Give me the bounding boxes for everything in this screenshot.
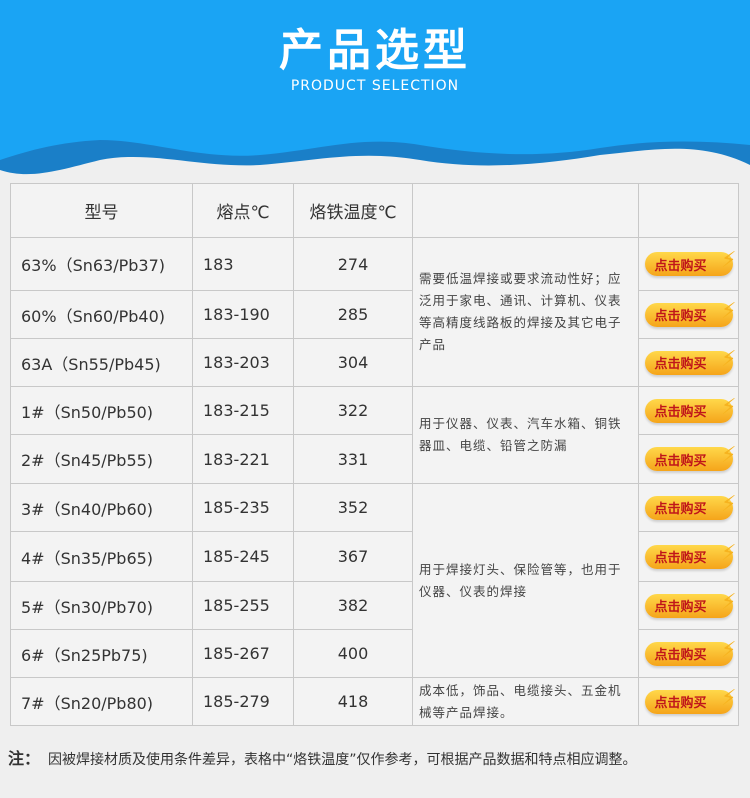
buy-label: 点击购买 bbox=[654, 405, 707, 420]
iron-temp-cell: 352 bbox=[293, 483, 413, 532]
buy-button[interactable]: 点击购买 ⚡ bbox=[644, 492, 737, 520]
model-cell: 7#（Sn20/Pb80) bbox=[10, 677, 193, 726]
iron-temp-cell: 382 bbox=[293, 581, 413, 630]
buy-button[interactable]: 点击购买 ⚡ bbox=[644, 299, 737, 327]
lightning-icon: ⚡ bbox=[721, 685, 737, 711]
buy-label: 点击购买 bbox=[654, 600, 707, 615]
buy-label: 点击购买 bbox=[654, 696, 707, 711]
lightning-icon: ⚡ bbox=[721, 589, 737, 615]
iron-temp-cell: 367 bbox=[293, 531, 413, 582]
buy-button[interactable]: 点击购买 ⚡ bbox=[644, 347, 737, 375]
note-label: 注： bbox=[8, 749, 41, 768]
model-cell: 63A（Sn55/Pb45) bbox=[10, 338, 193, 387]
melting-point-cell: 183 bbox=[192, 237, 294, 291]
table-row: 3#（Sn40/Pb60) 185-235 352 用于焊接灯头、保险管等，也用于… bbox=[10, 483, 739, 678]
model-cell: 63%（Sn63/Pb37) bbox=[10, 237, 193, 291]
buy-label: 点击购买 bbox=[654, 551, 707, 566]
melting-point-cell: 185-279 bbox=[192, 677, 294, 726]
buy-button[interactable]: 点击购买 ⚡ bbox=[644, 443, 737, 471]
lightning-icon: ⚡ bbox=[721, 346, 737, 372]
buy-label: 点击购买 bbox=[654, 502, 707, 517]
buy-button[interactable]: 点击购买 ⚡ bbox=[644, 686, 737, 714]
table-row: 2#（Sn45/Pb55) 183-221 331 点击购买 ⚡ bbox=[10, 434, 739, 484]
lightning-icon: ⚡ bbox=[721, 394, 737, 420]
table-row: 4#（Sn35/Pb65) 185-245 367 点击购买 ⚡ bbox=[10, 531, 739, 582]
usage-cell: 成本低，饰品、电缆接头、五金机械等产品焊接。 bbox=[412, 677, 639, 726]
model-cell: 2#（Sn45/Pb55) bbox=[10, 434, 193, 484]
lightning-icon: ⚡ bbox=[721, 491, 737, 517]
table-row: 60%（Sn60/Pb40) 183-190 285 点击购买 ⚡ bbox=[10, 290, 739, 339]
melting-point-cell: 185-235 bbox=[192, 483, 294, 532]
footnote: 注： 因被焊接材质及使用条件差异，表格中“烙铁温度”仅作参考，可根据产品数据和特点… bbox=[8, 745, 637, 769]
buy-label: 点击购买 bbox=[654, 453, 707, 469]
buy-button[interactable]: 点击购买 ⚡ bbox=[644, 590, 737, 618]
usage-cell: 用于焊接灯头、保险管等，也用于仪器、仪表的焊接 bbox=[412, 483, 639, 678]
iron-temp-cell: 400 bbox=[293, 629, 413, 678]
buy-label: 点击购买 bbox=[654, 357, 707, 372]
buy-button[interactable]: 点击购买 ⚡ bbox=[644, 541, 737, 569]
usage-cell: 用于仪器、仪表、汽车水箱、铜铁器皿、电缆、铅管之防漏 bbox=[412, 386, 639, 484]
buy-button[interactable]: 点击购买 ⚡ bbox=[644, 638, 737, 666]
buy-label: 点击购买 bbox=[654, 648, 707, 663]
header-buy bbox=[638, 183, 739, 238]
table-row: 5#（Sn30/Pb70) 185-255 382 点击购买 ⚡ bbox=[10, 581, 739, 630]
table-row: 6#（Sn25Pb75) 185-267 400 点击购买 ⚡ bbox=[10, 629, 739, 678]
iron-temp-cell: 331 bbox=[293, 434, 413, 484]
model-cell: 6#（Sn25Pb75) bbox=[10, 629, 193, 678]
lightning-icon: ⚡ bbox=[721, 443, 737, 468]
note-text: 因被焊接材质及使用条件差异，表格中“烙铁温度”仅作参考，可根据产品数据和特点相应… bbox=[48, 752, 637, 768]
header-model: 型号 bbox=[10, 183, 193, 238]
iron-temp-cell: 304 bbox=[293, 338, 413, 387]
melting-point-cell: 185-245 bbox=[192, 531, 294, 582]
lightning-icon: ⚡ bbox=[721, 540, 737, 566]
buy-button[interactable]: 点击购买 ⚡ bbox=[644, 248, 737, 276]
iron-temp-cell: 322 bbox=[293, 386, 413, 435]
page-subtitle: PRODUCT SELECTION bbox=[290, 78, 460, 94]
header-usage bbox=[412, 183, 639, 238]
lightning-icon: ⚡ bbox=[721, 637, 737, 663]
table-header: 型号 熔点℃ 烙铁温度℃ bbox=[10, 183, 739, 238]
melting-point-cell: 185-255 bbox=[192, 581, 294, 630]
model-cell: 1#（Sn50/Pb50) bbox=[10, 386, 193, 435]
buy-button[interactable]: 点击购买 ⚡ bbox=[644, 395, 737, 423]
page-title: 产品选型 bbox=[279, 25, 471, 76]
model-cell: 5#（Sn30/Pb70) bbox=[10, 581, 193, 630]
iron-temp-cell: 285 bbox=[293, 290, 413, 339]
lightning-icon: ⚡ bbox=[721, 248, 737, 273]
melting-point-cell: 183-221 bbox=[192, 434, 294, 484]
lightning-icon: ⚡ bbox=[721, 298, 737, 324]
model-cell: 3#（Sn40/Pb60) bbox=[10, 483, 193, 532]
header-banner bbox=[0, 0, 750, 180]
header-melting-point: 熔点℃ bbox=[192, 183, 294, 238]
table-row: 1#（Sn50/Pb50) 183-215 322 用于仪器、仪表、汽车水箱、铜铁… bbox=[10, 386, 739, 484]
melting-point-cell: 183-215 bbox=[192, 386, 294, 435]
iron-temp-cell: 418 bbox=[293, 677, 413, 726]
model-cell: 4#（Sn35/Pb65) bbox=[10, 531, 193, 582]
table-row: 7#（Sn20/Pb80) 185-279 418 成本低，饰品、电缆接头、五金机… bbox=[10, 677, 739, 726]
table-row: 63%（Sn63/Pb37) 183 274 需要低温焊接或要求流动性好；应泛用于… bbox=[10, 237, 739, 387]
buy-label: 点击购买 bbox=[654, 309, 707, 324]
melting-point-cell: 183-203 bbox=[192, 338, 294, 387]
table-row: 63A（Sn55/Pb45) 183-203 304 点击购买 ⚡ bbox=[10, 338, 739, 387]
buy-label: 点击购买 bbox=[654, 258, 707, 274]
usage-cell: 需要低温焊接或要求流动性好；应泛用于家电、通讯、计算机、仪表等高精度线路板的焊接… bbox=[412, 237, 639, 387]
product-table: 型号 熔点℃ 烙铁温度℃ 63%（Sn63/Pb37) 183 274 需要低温焊… bbox=[10, 183, 739, 726]
header-iron-temp: 烙铁温度℃ bbox=[293, 183, 413, 238]
melting-point-cell: 185-267 bbox=[192, 629, 294, 678]
iron-temp-cell: 274 bbox=[293, 237, 413, 291]
melting-point-cell: 183-190 bbox=[192, 290, 294, 339]
model-cell: 60%（Sn60/Pb40) bbox=[10, 290, 193, 339]
